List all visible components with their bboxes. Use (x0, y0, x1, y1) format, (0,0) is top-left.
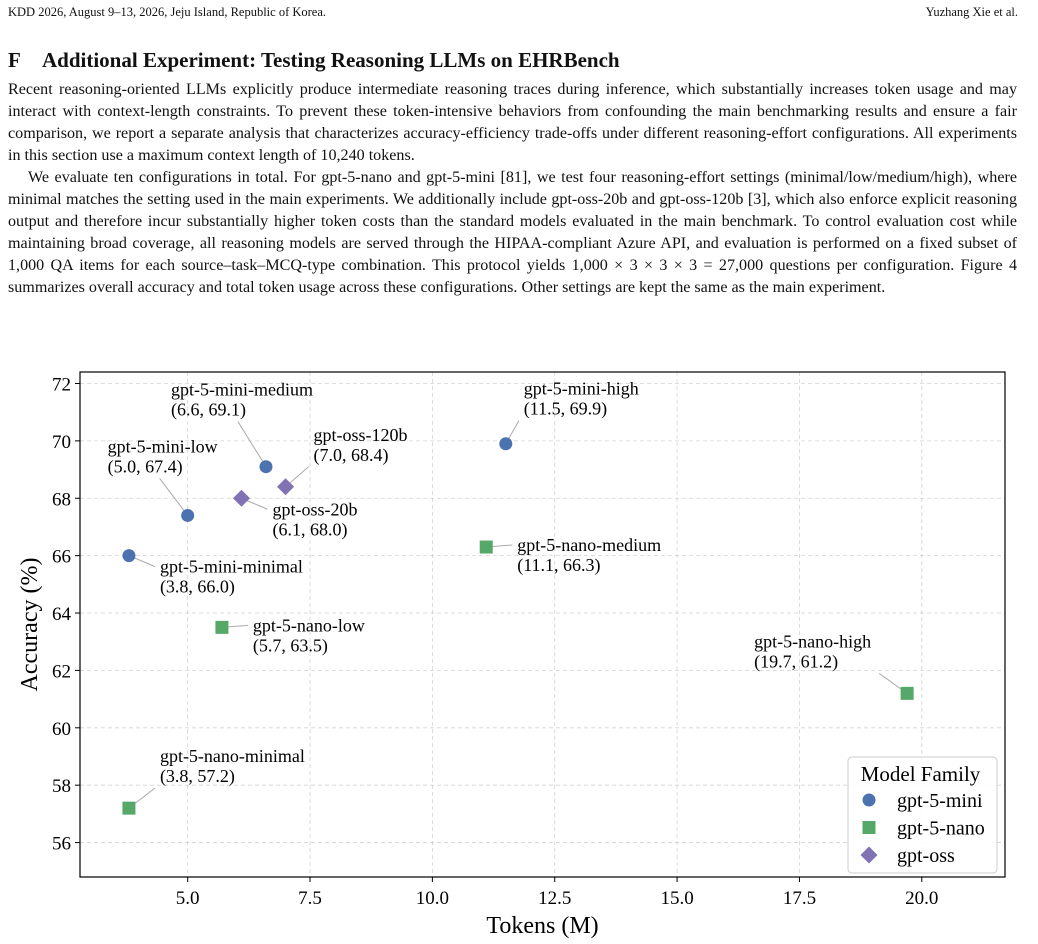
body-text: Recent reasoning-oriented LLMs explicitl… (8, 79, 1017, 299)
y-axis-ticks: 56 58 60 62 64 66 68 70 72 (52, 374, 80, 855)
x-axis-ticks: 5.0 7.5 10.0 12.5 15.0 17.5 20.0 (176, 877, 938, 909)
gpt-oss-point (277, 478, 295, 496)
gpt-5-nano-point (479, 540, 493, 554)
y-tick-label: 62 (52, 661, 71, 682)
data-points (122, 437, 914, 815)
legend-box (847, 756, 998, 874)
gpt-5-mini-point (181, 508, 195, 522)
y-tick-label: 72 (52, 374, 71, 395)
gpt-5-mini-point (122, 549, 136, 563)
y-tick-label: 56 (52, 834, 71, 855)
y-tick-label: 60 (52, 719, 71, 740)
legend-title: Model Family (861, 762, 981, 786)
legend-marker-gpt-oss (860, 846, 878, 864)
x-tick-label: 5.0 (176, 888, 200, 909)
grid-lines (80, 372, 1005, 877)
point-coords: (7.0, 68.4) (314, 445, 389, 466)
gpt-5-nano-point (122, 801, 136, 815)
annotation-leader (159, 478, 189, 516)
gpt-5-nano-point (215, 620, 229, 634)
venue-text: KDD 2026, August 9–13, 2026, Jeju Island… (8, 5, 327, 19)
x-axis-label: Tokens (M) (486, 913, 598, 939)
authors-text: Yuzhang Xie et al. (925, 5, 1018, 19)
point-coords: (11.1, 66.3) (517, 555, 600, 576)
point-coords: (19.7, 61.2) (754, 651, 838, 672)
y-tick-label: 58 (52, 776, 71, 797)
paragraph-1: Recent reasoning-oriented LLMs explicitl… (8, 81, 1017, 164)
legend-marker-gpt-5-mini (862, 793, 876, 807)
paragraph-2: We evaluate ten configurations in total.… (8, 169, 1017, 296)
x-tick-label: 17.5 (783, 888, 816, 909)
point-label: gpt-5-mini-low (108, 436, 218, 456)
section-title: Additional Experiment: Testing Reasoning… (42, 48, 620, 72)
point-label: gpt-oss-20b (273, 499, 358, 519)
legend-marker-gpt-5-nano (862, 821, 876, 834)
point-annotations: gpt-5-mini-minimal(3.8, 66.0) gpt-5-mini-… (108, 379, 871, 787)
legend-entry: gpt-5-nano (897, 818, 985, 840)
point-label: gpt-5-mini-medium (171, 380, 313, 400)
gpt-oss-point (233, 489, 251, 507)
y-axis-label: Accuracy (%) (17, 558, 43, 692)
point-label: gpt-5-nano-medium (517, 535, 661, 555)
y-tick-label: 64 (52, 604, 72, 625)
running-head: KDD 2026, August 9–13, 2026, Jeju Island… (8, 5, 1018, 20)
point-label: gpt-oss-120b (314, 425, 408, 445)
point-coords: (6.1, 68.0) (273, 519, 348, 540)
annotation-leader (237, 421, 267, 467)
point-label: gpt-5-nano-high (754, 631, 871, 651)
y-tick-label: 68 (52, 489, 71, 510)
point-label: gpt-5-nano-minimal (160, 746, 305, 766)
x-tick-label: 10.0 (416, 888, 449, 909)
point-label: gpt-5-mini-high (524, 379, 639, 399)
legend: Model Family gpt-5-mini gpt-5-nano gpt-oss (847, 756, 998, 874)
legend-entry: gpt-5-mini (897, 790, 983, 812)
legend-entry: gpt-oss (897, 845, 955, 867)
section-number: F (8, 48, 21, 72)
gpt-5-mini-point (259, 460, 273, 474)
y-tick-label: 70 (52, 432, 71, 453)
y-tick-label: 66 (52, 547, 71, 568)
point-coords: (3.8, 66.0) (160, 577, 235, 598)
gpt-5-nano-point (900, 686, 914, 700)
x-tick-label: 7.5 (298, 888, 322, 909)
point-coords: (3.8, 57.2) (160, 766, 235, 787)
point-coords: (5.7, 63.5) (253, 635, 328, 656)
plot-frame (79, 371, 1006, 878)
point-coords: (5.0, 67.4) (108, 456, 183, 477)
section-heading: F Additional Experiment: Testing Reasonin… (8, 48, 620, 73)
point-coords: (11.5, 69.9) (524, 399, 607, 420)
point-coords: (6.6, 69.1) (171, 400, 246, 421)
x-tick-label: 20.0 (905, 888, 938, 909)
scatter-chart: gpt-5-mini-minimal(3.8, 66.0) gpt-5-mini-… (17, 371, 1006, 939)
point-label: gpt-5-nano-low (253, 615, 365, 635)
x-tick-label: 12.5 (538, 888, 571, 909)
x-tick-label: 15.0 (660, 888, 693, 909)
gpt-5-mini-point (499, 437, 513, 451)
point-label: gpt-5-mini-minimal (160, 557, 303, 577)
